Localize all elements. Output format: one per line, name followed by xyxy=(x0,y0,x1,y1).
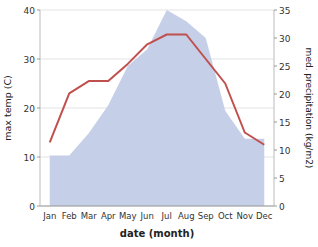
x-tick-label: Apr xyxy=(101,211,116,221)
x-tick-label: Feb xyxy=(62,211,77,221)
y2-tick xyxy=(274,38,277,39)
x-tick-label: Aug xyxy=(178,211,195,221)
y2-tick-label: 15 xyxy=(279,118,290,128)
grid-line xyxy=(40,206,274,207)
x-tick-label: Jun xyxy=(140,211,154,221)
y-tick-label: 10 xyxy=(24,153,36,163)
x-tick-label: May xyxy=(119,211,137,221)
y2-tick-label: 5 xyxy=(279,174,285,184)
y2-tick xyxy=(274,150,277,151)
x-tick-label: Nov xyxy=(236,211,253,221)
grid-line xyxy=(40,10,274,11)
y-tick xyxy=(37,59,40,60)
temperature-line xyxy=(50,35,265,145)
y2-tick xyxy=(274,122,277,123)
x-tick-label: Dec xyxy=(256,211,273,221)
y2-tick-label: 35 xyxy=(279,6,290,16)
y-tick-label: 0 xyxy=(29,202,35,212)
y2-tick-label: 30 xyxy=(279,34,291,44)
y2-tick xyxy=(274,10,277,11)
y-tick xyxy=(37,206,40,207)
y2-tick-label: 10 xyxy=(279,146,291,156)
y2-axis-line xyxy=(274,10,275,206)
chart: 01020304005101520253035JanFebMarAprMayJu… xyxy=(0,0,318,247)
y2-tick xyxy=(274,94,277,95)
x-tick-label: Oct xyxy=(218,211,233,221)
y2-tick xyxy=(274,206,277,207)
x-tick-label: Jul xyxy=(161,211,172,221)
x-axis-title: date (month) xyxy=(120,228,194,239)
y-tick xyxy=(37,10,40,11)
y2-tick xyxy=(274,178,277,179)
y-tick-label: 40 xyxy=(24,6,36,16)
y2-tick xyxy=(274,66,277,67)
x-tick-label: Sep xyxy=(198,211,214,221)
y2-tick-label: 0 xyxy=(279,202,285,212)
y-axis-title: max temp (C) xyxy=(2,75,13,141)
y-tick xyxy=(37,157,40,158)
y-tick xyxy=(37,108,40,109)
x-tick-label: Jan xyxy=(42,211,56,221)
y2-tick-label: 20 xyxy=(279,90,291,100)
y-tick-label: 30 xyxy=(24,55,36,65)
x-axis-line xyxy=(40,206,274,207)
y-tick-label: 20 xyxy=(24,104,36,114)
y2-axis-title: med. precipitation (kg/m2) xyxy=(304,48,314,169)
precipitation-area xyxy=(50,10,265,206)
x-tick-label: Mar xyxy=(81,211,98,221)
y2-tick-label: 25 xyxy=(279,62,290,72)
plot-area xyxy=(50,10,265,206)
